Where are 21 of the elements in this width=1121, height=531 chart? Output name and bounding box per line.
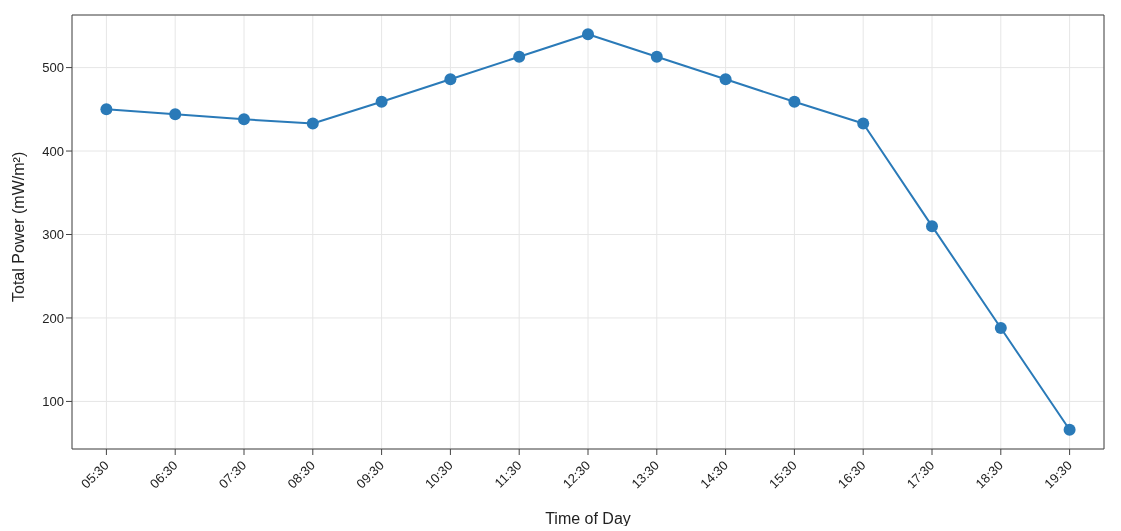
point bbox=[719, 73, 732, 86]
point bbox=[169, 108, 182, 121]
point bbox=[994, 321, 1007, 334]
point bbox=[238, 113, 250, 126]
y-tick-label: 300 bbox=[42, 227, 64, 243]
point bbox=[582, 28, 594, 41]
y-tick-label: 100 bbox=[42, 394, 64, 410]
point bbox=[857, 117, 870, 130]
y-tick-label: 400 bbox=[42, 143, 64, 159]
point bbox=[306, 117, 319, 130]
point bbox=[650, 50, 663, 63]
y-tick-label: 500 bbox=[42, 60, 64, 76]
point bbox=[100, 103, 113, 116]
point bbox=[513, 50, 526, 63]
point bbox=[375, 95, 388, 108]
y-tick-label: 200 bbox=[42, 310, 64, 326]
y-axis-title: Total Power (mW/m²) bbox=[9, 151, 27, 302]
point bbox=[788, 95, 801, 108]
point bbox=[926, 220, 938, 233]
point bbox=[444, 73, 457, 86]
point bbox=[1063, 423, 1076, 436]
